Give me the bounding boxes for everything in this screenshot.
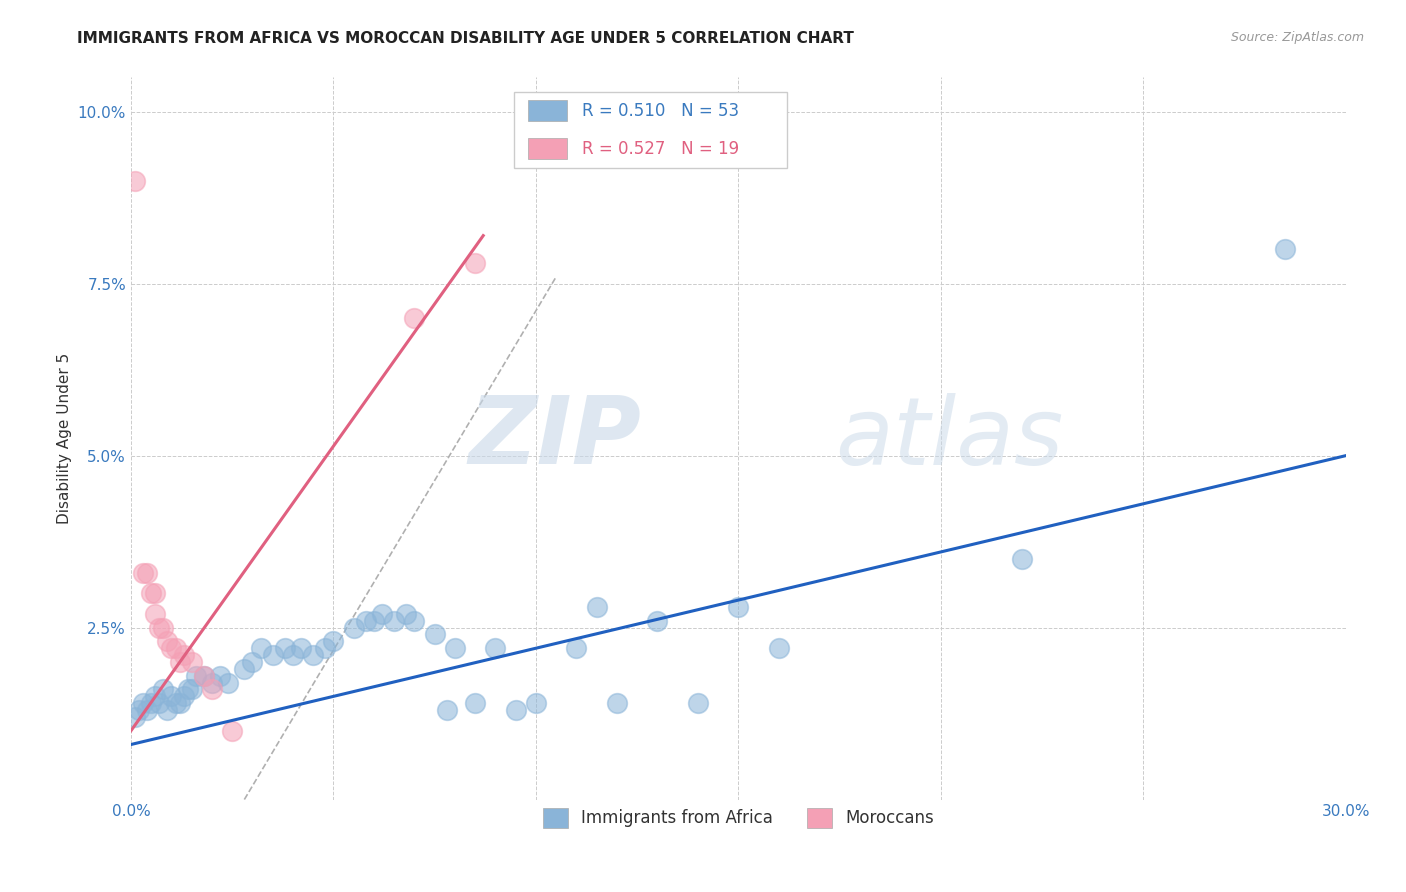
Point [148, 621, 170, 635]
Text: R = 0.527   N = 19: R = 0.527 N = 19 [582, 140, 738, 158]
Point [404, 614, 426, 628]
Point [768, 641, 790, 656]
Point [143, 690, 166, 704]
Point [169, 655, 191, 669]
Point [128, 703, 150, 717]
Point [233, 662, 256, 676]
Point [484, 641, 506, 656]
FancyBboxPatch shape [529, 101, 567, 121]
Point [180, 655, 202, 669]
Text: IMMIGRANTS FROM AFRICA VS MOROCCAN DISABILITY AGE UNDER 5 CORRELATION CHART: IMMIGRANTS FROM AFRICA VS MOROCCAN DISAB… [77, 31, 855, 46]
Point [165, 641, 187, 656]
Point [152, 621, 174, 635]
Point [382, 614, 405, 628]
Point [281, 648, 304, 662]
Text: atlas: atlas [835, 393, 1064, 484]
Point [274, 641, 297, 656]
Point [314, 641, 336, 656]
Point [201, 682, 224, 697]
Point [173, 690, 195, 704]
Point [184, 669, 207, 683]
Point [423, 627, 446, 641]
Point [143, 607, 166, 621]
Point [371, 607, 394, 621]
Point [290, 641, 312, 656]
FancyBboxPatch shape [513, 92, 787, 168]
Point [156, 634, 179, 648]
Point [148, 696, 170, 710]
Text: Source: ZipAtlas.com: Source: ZipAtlas.com [1230, 31, 1364, 45]
Point [606, 696, 628, 710]
Point [221, 723, 243, 738]
Point [176, 682, 198, 697]
Point [124, 710, 146, 724]
Point [156, 703, 179, 717]
Text: ZIP: ZIP [468, 392, 641, 484]
Point [444, 641, 467, 656]
Point [193, 669, 215, 683]
Point [136, 703, 159, 717]
Point [727, 599, 749, 614]
Point [143, 586, 166, 600]
Point [193, 669, 215, 683]
Legend: Immigrants from Africa, Moroccans: Immigrants from Africa, Moroccans [536, 801, 941, 835]
Point [1274, 243, 1296, 257]
Point [565, 641, 588, 656]
Point [136, 566, 159, 580]
Text: R = 0.510   N = 53: R = 0.510 N = 53 [582, 102, 738, 120]
Point [165, 696, 187, 710]
Point [124, 173, 146, 187]
Point [242, 655, 264, 669]
Point [647, 614, 669, 628]
Point [1011, 551, 1033, 566]
Point [169, 696, 191, 710]
Point [160, 641, 183, 656]
Point [201, 675, 224, 690]
Point [249, 641, 271, 656]
Point [217, 675, 239, 690]
Point [209, 669, 232, 683]
Point [262, 648, 284, 662]
Point [524, 696, 547, 710]
Point [343, 621, 366, 635]
Point [363, 614, 385, 628]
Point [132, 696, 155, 710]
Point [180, 682, 202, 697]
Point [152, 682, 174, 697]
FancyBboxPatch shape [529, 138, 567, 159]
Point [141, 586, 163, 600]
Point [354, 614, 377, 628]
Point [395, 607, 418, 621]
Point [302, 648, 325, 662]
Point [436, 703, 458, 717]
Point [404, 311, 426, 326]
Point [141, 696, 163, 710]
Point [160, 690, 183, 704]
Point [464, 256, 486, 270]
Point [322, 634, 344, 648]
Point [505, 703, 527, 717]
Point [585, 599, 607, 614]
Point [464, 696, 486, 710]
Point [686, 696, 709, 710]
Point [132, 566, 155, 580]
Y-axis label: Disability Age Under 5: Disability Age Under 5 [58, 353, 72, 524]
Point [173, 648, 195, 662]
